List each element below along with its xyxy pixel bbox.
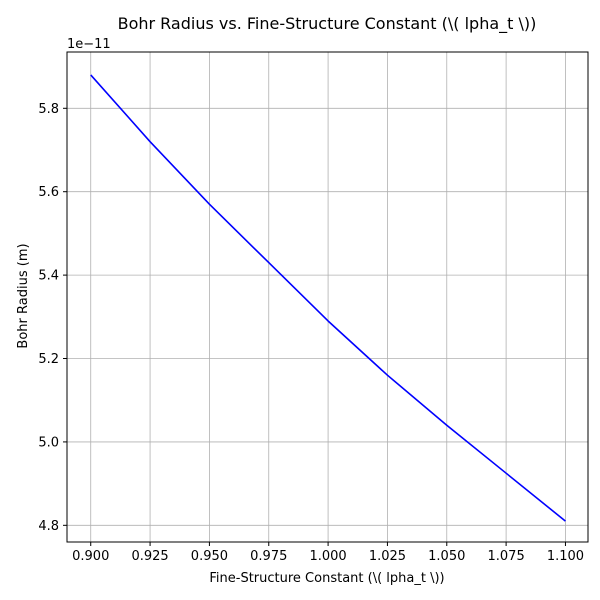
y-tick-label: 5.0 <box>38 435 59 450</box>
y-tick-label: 5.8 <box>38 102 59 117</box>
x-tick-label: 0.900 <box>72 549 109 564</box>
x-tick-label: 1.025 <box>369 549 406 564</box>
y-axis-label: Bohr Radius (m) <box>16 243 31 348</box>
plot-frame <box>67 52 588 542</box>
x-tick-label: 1.000 <box>309 549 346 564</box>
x-tick-label: 1.050 <box>428 549 465 564</box>
x-axis-ticks: 0.900 0.925 0.950 0.975 1.000 1.025 1.050 1.075… <box>72 542 584 564</box>
y-tick-label: 5.2 <box>38 352 59 367</box>
y-tick-label: 5.6 <box>38 185 59 200</box>
y-axis-offset-label: 1e−11 <box>67 37 111 52</box>
y-tick-label: 4.8 <box>38 519 59 534</box>
x-axis-label: Fine-Structure Constant (\( lpha_t \)) <box>209 571 444 586</box>
chart-title: Bohr Radius vs. Fine-Structure Constant … <box>118 14 537 34</box>
y-tick-label: 5.4 <box>38 269 59 284</box>
x-tick-label: 0.950 <box>191 549 228 564</box>
x-tick-label: 0.975 <box>250 549 287 564</box>
y-axis-ticks: 4.8 5.0 5.2 5.4 5.6 5.8 <box>38 102 67 534</box>
x-tick-label: 1.075 <box>488 549 525 564</box>
x-tick-label: 0.925 <box>131 549 168 564</box>
x-tick-label: 1.100 <box>547 549 584 564</box>
grid <box>67 52 588 542</box>
